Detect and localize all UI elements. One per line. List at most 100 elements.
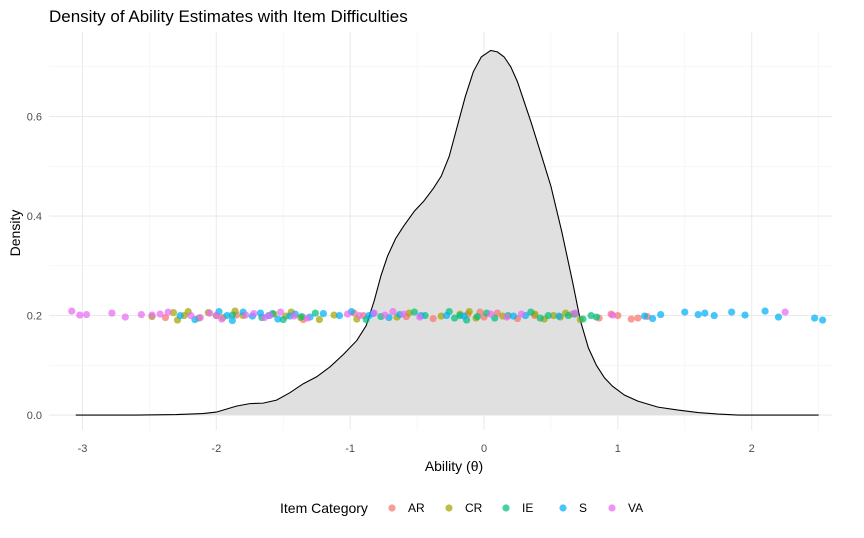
point-va <box>156 310 164 318</box>
point-va <box>381 311 389 319</box>
point-ar <box>614 311 622 320</box>
point-va <box>290 312 298 320</box>
y-tick-label: 0.4 <box>27 211 42 223</box>
point-cr <box>405 309 413 317</box>
point-ie <box>410 308 418 316</box>
legend-key-ar <box>388 504 396 512</box>
point-s <box>761 307 769 315</box>
point-va <box>343 310 352 318</box>
x-tick-label: -3 <box>78 443 88 455</box>
point-va <box>148 311 156 319</box>
point-s <box>649 314 657 323</box>
point-va <box>121 313 129 321</box>
point-s <box>681 308 689 316</box>
point-ar <box>161 313 170 322</box>
y-tick-label: 0.2 <box>27 311 42 323</box>
x-tick-label: -1 <box>345 443 355 455</box>
density-curve <box>75 49 819 416</box>
point-s <box>335 311 344 320</box>
point-va <box>400 310 408 318</box>
y-tick-label: 0.0 <box>27 410 42 422</box>
point-s <box>728 308 736 316</box>
point-cr <box>169 308 178 317</box>
point-s <box>819 316 827 324</box>
point-s <box>641 312 649 320</box>
point-s <box>176 311 184 320</box>
x-tick-label: 1 <box>615 443 621 455</box>
point-va <box>76 311 84 319</box>
legend-title: Item Category <box>280 500 368 516</box>
legend-key-cr <box>445 504 453 512</box>
point-cr <box>330 311 338 319</box>
legend-label-cr: CR <box>465 501 483 515</box>
point-s <box>657 310 665 319</box>
point-ie <box>473 312 481 321</box>
point-s <box>319 309 327 318</box>
point-s <box>694 310 702 319</box>
point-ie <box>564 311 572 320</box>
point-va <box>608 311 617 319</box>
point-s <box>701 309 709 317</box>
legend-label-va: VA <box>628 501 643 515</box>
point-va <box>108 309 116 317</box>
legend-key-ie <box>502 504 510 512</box>
point-va <box>781 308 789 316</box>
legend-label-ar: AR <box>408 501 425 515</box>
axes: -3 -2 -1 0 1 2 0.0 0.2 0.4 0.6 <box>27 112 755 455</box>
point-ie <box>536 314 544 322</box>
legend-label-s: S <box>579 501 587 515</box>
point-va <box>517 310 526 318</box>
point-va <box>303 314 311 322</box>
point-va <box>68 307 76 315</box>
x-axis-label: Ability (θ) <box>425 458 483 474</box>
point-va <box>196 313 204 322</box>
point-va <box>571 309 579 317</box>
point-s <box>223 311 231 320</box>
point-ie <box>544 311 552 320</box>
point-ie <box>450 314 459 322</box>
x-tick-label: 2 <box>749 443 755 455</box>
y-axis-label: Density <box>7 210 23 257</box>
legend-key-va <box>608 504 616 512</box>
point-va <box>416 313 424 321</box>
point-va <box>250 309 258 318</box>
point-s <box>509 312 518 320</box>
point-ie <box>311 309 319 317</box>
point-va <box>164 308 172 316</box>
legend: Item Category AR CR IE S VA <box>280 500 643 516</box>
point-cr <box>550 311 558 320</box>
point-va <box>370 309 378 317</box>
point-va <box>82 310 91 319</box>
x-tick-label: -2 <box>211 443 221 455</box>
point-va <box>355 311 364 320</box>
point-s <box>811 314 819 322</box>
point-s <box>228 316 236 325</box>
legend-label-ie: IE <box>522 501 533 515</box>
point-s <box>555 312 563 320</box>
point-s <box>274 315 282 323</box>
point-s <box>460 312 468 320</box>
point-s <box>774 313 783 321</box>
point-s <box>741 311 749 319</box>
point-cr <box>315 315 323 324</box>
point-s <box>442 311 451 320</box>
legend-key-s <box>559 504 567 512</box>
point-va <box>137 310 145 319</box>
point-va <box>218 315 226 323</box>
point-va <box>212 311 220 320</box>
point-ie <box>279 315 287 324</box>
point-s <box>710 311 718 320</box>
point-ar <box>627 315 635 323</box>
point-ie <box>527 308 535 316</box>
point-cr <box>437 312 445 320</box>
point-va <box>389 308 397 316</box>
point-ar <box>634 314 642 322</box>
x-tick-label: 0 <box>481 443 487 455</box>
density-fill <box>75 50 819 416</box>
point-va <box>187 311 195 320</box>
point-ie <box>579 315 587 323</box>
density-area <box>75 49 819 416</box>
point-va <box>487 310 495 318</box>
point-va <box>266 311 274 320</box>
